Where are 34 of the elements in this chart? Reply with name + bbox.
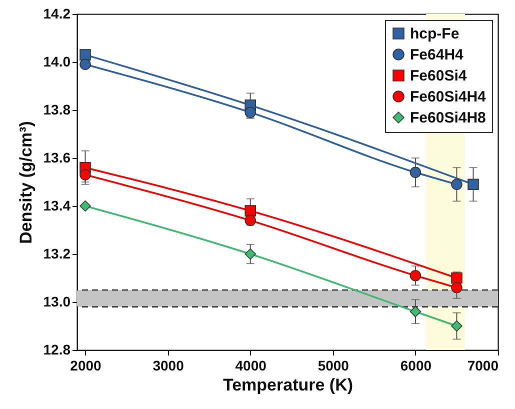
legend-label: hcp-Fe: [410, 26, 460, 42]
x-tick-label: 4000: [235, 358, 267, 374]
y-tick-label: 13.2: [43, 246, 71, 262]
x-tick-label: 7000: [467, 358, 499, 374]
y-tick-label: 13.0: [43, 294, 71, 310]
point: [80, 58, 91, 70]
point: [244, 214, 256, 226]
y-tick-label: 13.6: [43, 150, 71, 166]
y-tick-label: 14.2: [43, 6, 71, 22]
point: [80, 200, 91, 212]
x-tick-label: 3000: [152, 358, 184, 374]
point: [244, 248, 256, 260]
point: [80, 49, 91, 60]
y-tick-label: 14.0: [43, 54, 71, 70]
x-axis-title: Temperature (K): [222, 376, 354, 394]
y-tick-label: 12.8: [43, 342, 71, 358]
y-tick-label: 13.4: [43, 198, 71, 214]
y-axis-title: Density (g/cm³): [16, 121, 36, 244]
x-tick-label: 2000: [70, 358, 102, 374]
point: [244, 205, 256, 216]
point: [410, 306, 422, 318]
point: [468, 178, 479, 190]
x-tick-label: 6000: [400, 358, 432, 374]
point: [451, 282, 462, 294]
legend-label: Fe64H4: [410, 46, 464, 64]
y-tick-label: 13.8: [43, 102, 71, 118]
legend-label: Fe60Si4H8: [410, 110, 486, 126]
point: [410, 270, 422, 282]
x-tick-label: 5000: [318, 358, 350, 374]
point: [451, 320, 462, 332]
legend-label: Fe60Si4H4: [410, 88, 487, 106]
point: [410, 166, 422, 178]
point: [451, 178, 462, 190]
legend-label: Fe60Si4: [410, 68, 468, 84]
